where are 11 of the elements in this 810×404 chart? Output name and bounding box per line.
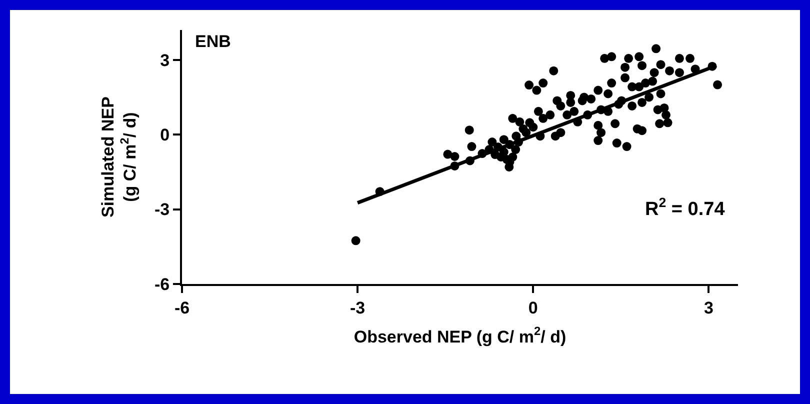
- y-tick-label: -6: [154, 274, 170, 294]
- x-tick-label: -6: [174, 298, 190, 318]
- y-tick-label: 3: [160, 50, 170, 70]
- y-tick-label: -3: [154, 200, 170, 220]
- y-tick-label: 0: [160, 126, 170, 145]
- x-tick-label: 3: [704, 298, 714, 318]
- x-tick-label: -3: [350, 298, 366, 318]
- annotation: ENB: [195, 32, 231, 51]
- x-tick-label: 0: [528, 298, 538, 318]
- annotation: R$^{2}$ = 0.74: [645, 195, 726, 220]
- x-axis-title: Observed NEP (g C/ m$^{2}$/ d): [354, 324, 566, 346]
